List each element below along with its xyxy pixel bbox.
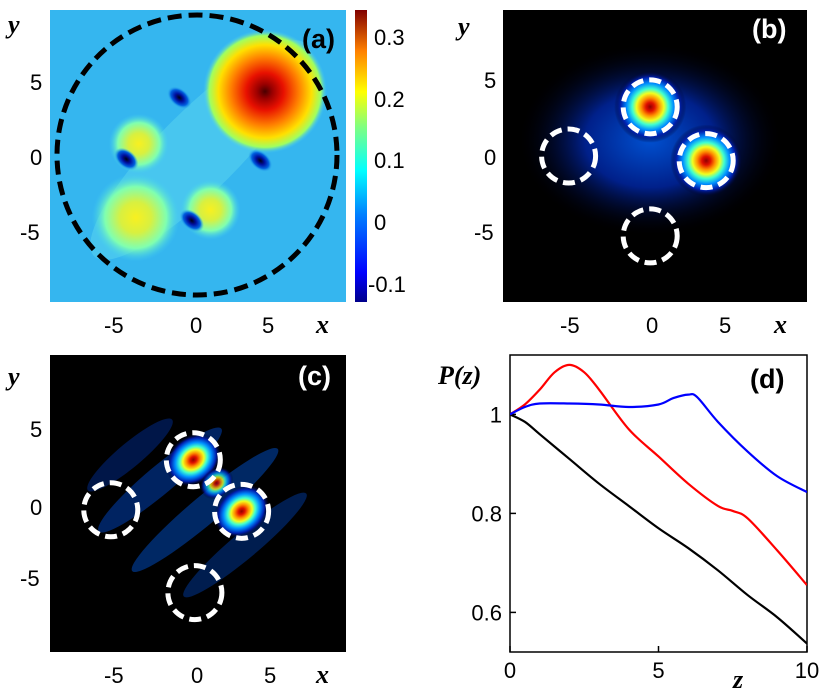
panel-c-ytick: 5: [30, 417, 42, 442]
panel-a-ylabel: y: [5, 10, 20, 39]
panel-a-ytick: -5: [20, 220, 40, 245]
panel-a-dashed-circle: [54, 12, 340, 298]
panel-b: (b) 5 0 -5 -5 0 5 x y: [455, 10, 807, 339]
panel-d-label: (d): [750, 364, 784, 394]
panel-a-xtick: 0: [190, 313, 202, 338]
panel-c-dashed-circle: [165, 563, 225, 623]
panel-a-label: (a): [302, 24, 335, 54]
panel-d-series-red: [510, 363, 807, 586]
panel-a-ytick: 0: [30, 145, 42, 170]
panel-b-dashed-circle: [620, 77, 680, 137]
panel-a-peak-blob: [202, 29, 327, 154]
panel-b-xtick: 0: [646, 313, 658, 338]
panel-d-xlabel: z: [732, 665, 744, 694]
panel-b-dashed-circle: [620, 206, 680, 266]
colorbar-tick: 0.3: [374, 25, 405, 50]
panel-d-ylabel: P(z): [437, 361, 481, 390]
panel-a-negative-blob: [114, 147, 139, 171]
panel-b-ytick: -5: [474, 220, 494, 245]
panel-b-ytick: 5: [484, 68, 496, 93]
panel-b-ylabel: y: [455, 12, 470, 41]
panel-c-ylabel: y: [5, 362, 20, 391]
panel-d-xtick: 0: [504, 658, 516, 683]
colorbar-tick: -0.1: [368, 272, 406, 297]
panel-b-dashed-circle: [539, 126, 599, 186]
panel-c-xtick: -5: [104, 663, 124, 688]
panel-b-label: (b): [752, 14, 786, 44]
panel-c-dashed-circle: [163, 430, 223, 490]
panel-d: 0 5 10 1 0.8 0.6 (d) P(z) z: [437, 354, 819, 694]
panel-c-dashed-circle: [81, 480, 141, 540]
panel-c-stripe: [87, 418, 173, 492]
panel-d-xtick: 10: [795, 658, 819, 683]
panel-b-xlabel: x: [773, 310, 787, 339]
panel-d-series-blue: [510, 392, 807, 494]
panel-a-field: [90, 29, 327, 262]
panel-c-ytick: 0: [30, 495, 42, 520]
panel-c-blob: [213, 484, 270, 538]
panel-b-xtick: 5: [719, 313, 731, 338]
panel-c-dashed-circle: [212, 481, 272, 541]
panel-b-circles: [539, 77, 736, 266]
panel-c-xtick: 5: [264, 663, 276, 688]
panel-a-blobs: [91, 29, 327, 262]
panel-c-stripe: [131, 448, 279, 572]
panel-a-xtick: -5: [104, 313, 124, 338]
panel-d-ytick: 0.8: [471, 501, 502, 526]
colorbar-tick: 0: [374, 210, 386, 235]
panel-c-blobs: [165, 433, 270, 538]
panel-c: (c) 5 0 -5 -5 0 5 x y: [5, 355, 346, 689]
panel-c-ytick: -5: [20, 566, 40, 591]
panel-d-ytick: 0.6: [471, 600, 502, 625]
panel-a-negative-blob: [179, 209, 204, 232]
panel-a-negative-blob: [167, 86, 192, 109]
panel-a-positive-blob: [91, 173, 180, 262]
panel-d-lines: [510, 363, 807, 645]
panel-c-xtick: 0: [191, 663, 203, 688]
panel-b-dashed-circle: [676, 131, 736, 191]
panel-a-xlabel: x: [315, 310, 329, 339]
panel-a-negative-blob: [248, 149, 273, 172]
panel-d-ytick: 1: [490, 402, 502, 427]
panel-c-xlabel: x: [315, 660, 329, 689]
panel-b-ytick: 0: [484, 145, 496, 170]
panel-a: (a) 0.3 0.2 0.1 0 -0.1 5 0 -5 -5 0 5 x y: [5, 10, 406, 339]
panel-d-xtick: 5: [652, 658, 664, 683]
panel-d-series-black: [510, 413, 807, 645]
colorbar: [355, 10, 367, 302]
colorbar-tick: 0.2: [374, 87, 405, 112]
colorbar-tick: 0.1: [374, 148, 405, 173]
panel-c-label: (c): [298, 361, 331, 391]
panel-a-positive-blob: [108, 113, 169, 174]
panel-c-field: [87, 418, 307, 598]
panel-a-ytick: 5: [30, 70, 42, 95]
panel-b-xtick: -5: [560, 313, 580, 338]
panel-c-circles: [81, 430, 272, 623]
panel-a-xtick: 5: [262, 313, 274, 338]
